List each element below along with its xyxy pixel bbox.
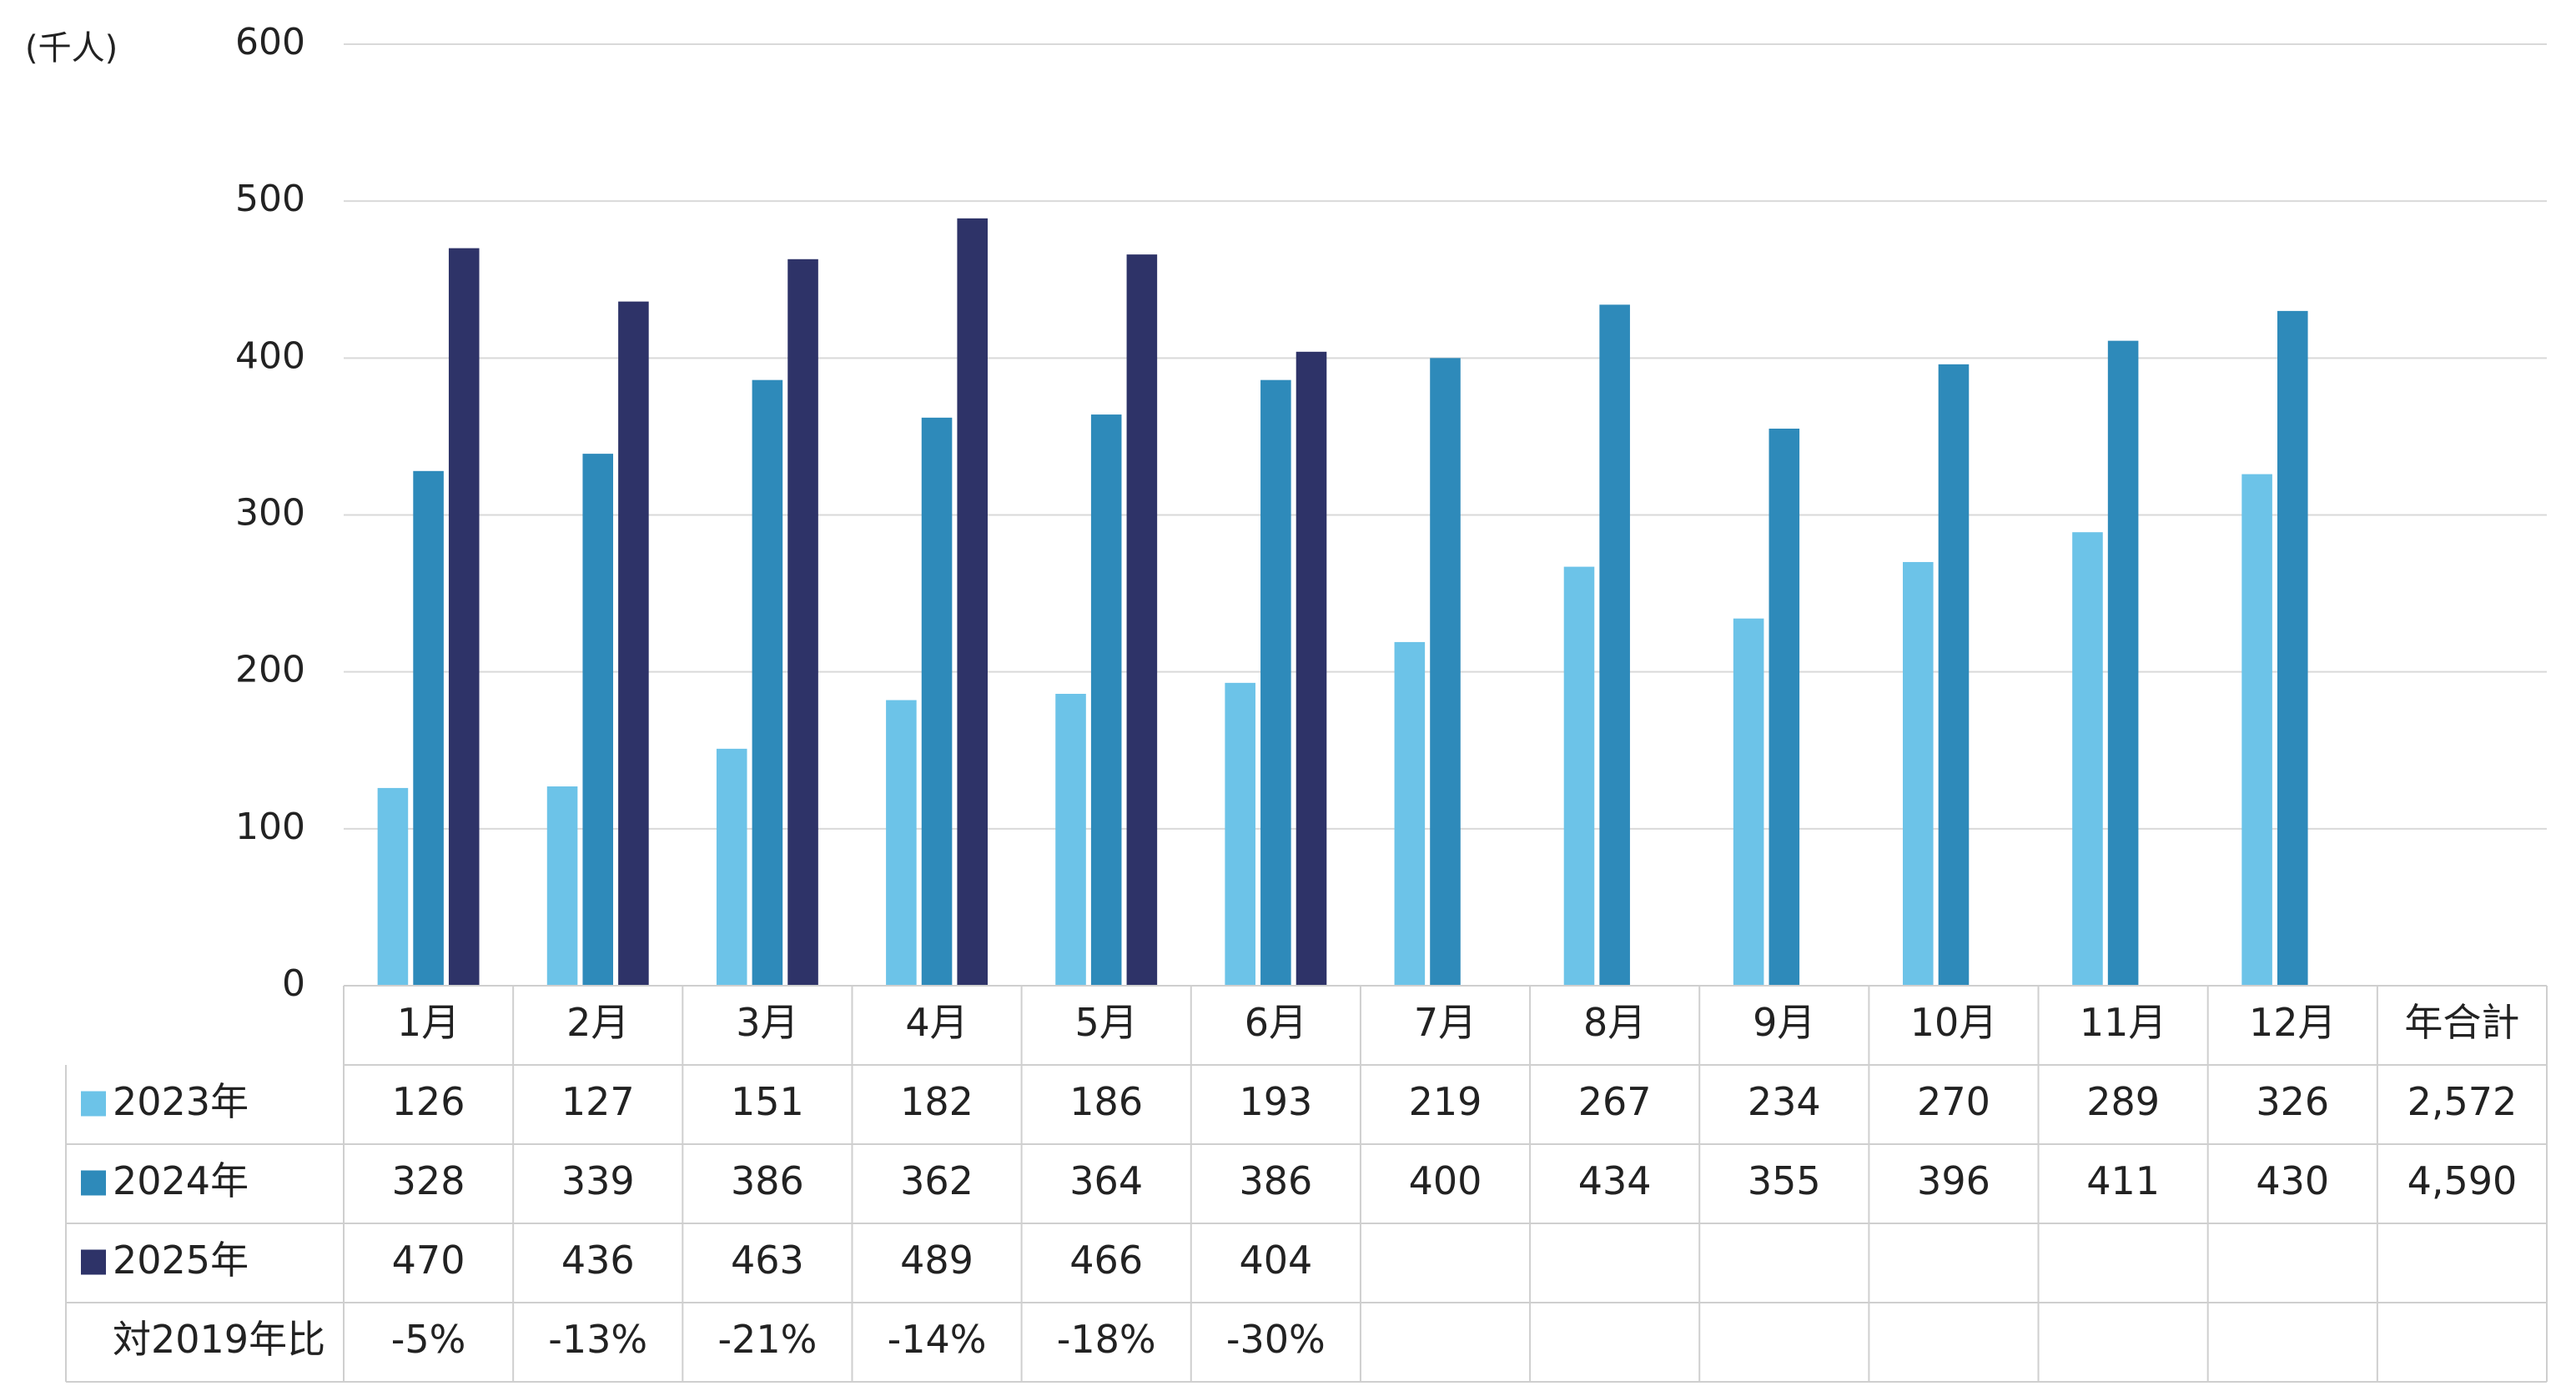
table-value: 328 bbox=[392, 1158, 465, 1203]
bar bbox=[1938, 364, 1970, 986]
table-value: 489 bbox=[900, 1238, 974, 1283]
ratio-value: -30% bbox=[1226, 1317, 1326, 1362]
ratio-value: -14% bbox=[888, 1317, 987, 1362]
legend-swatch bbox=[81, 1091, 106, 1117]
bar bbox=[2107, 340, 2139, 986]
table-value: 362 bbox=[900, 1158, 974, 1203]
y-tick-label: 300 bbox=[235, 492, 305, 535]
table-value: 430 bbox=[2256, 1158, 2329, 1203]
table-value: 267 bbox=[1578, 1079, 1652, 1124]
bar bbox=[618, 301, 649, 986]
table-value: 126 bbox=[392, 1079, 465, 1124]
bar bbox=[716, 748, 747, 986]
bar bbox=[1260, 379, 1291, 987]
y-tick-label: 200 bbox=[235, 649, 305, 691]
y-tick-label: 500 bbox=[235, 178, 305, 220]
ratio-value: -5% bbox=[391, 1317, 466, 1362]
table-value: 127 bbox=[561, 1079, 635, 1124]
legend-label: 2024年 bbox=[113, 1158, 249, 1203]
bar bbox=[546, 786, 578, 986]
bar bbox=[2277, 310, 2308, 987]
y-axis-label: (千人) bbox=[25, 29, 118, 68]
ratio-value: -18% bbox=[1057, 1317, 1156, 1362]
bar bbox=[1126, 254, 1158, 987]
table-value: 289 bbox=[2086, 1079, 2160, 1124]
table-value: 193 bbox=[1239, 1079, 1312, 1124]
table-value: 186 bbox=[1069, 1079, 1143, 1124]
table-value: 326 bbox=[2256, 1079, 2329, 1124]
x-tick-label: 4月 bbox=[905, 1000, 968, 1045]
ratio-value: -13% bbox=[548, 1317, 647, 1362]
table-value: 470 bbox=[392, 1238, 465, 1283]
ratio-value: -21% bbox=[717, 1317, 817, 1362]
x-tick-label: 12月 bbox=[2249, 1000, 2337, 1045]
table-value: 219 bbox=[1409, 1079, 1482, 1124]
table-value: 396 bbox=[1917, 1158, 1990, 1203]
table-value: 463 bbox=[731, 1238, 804, 1283]
x-tick-label: 10月 bbox=[1910, 1000, 1998, 1045]
table-value: 270 bbox=[1917, 1079, 1990, 1124]
bar bbox=[448, 248, 480, 986]
legend-label: 2025年 bbox=[113, 1238, 249, 1283]
bar bbox=[2241, 474, 2272, 986]
x-tick-label: 8月 bbox=[1583, 1000, 1646, 1045]
y-tick-label: 100 bbox=[235, 806, 305, 848]
table-value: 466 bbox=[1069, 1238, 1143, 1283]
table-value: 436 bbox=[561, 1238, 635, 1283]
y-tick-label: 600 bbox=[235, 21, 305, 63]
table-value: 182 bbox=[900, 1079, 974, 1124]
bar bbox=[1296, 351, 1327, 987]
table-value: 434 bbox=[1578, 1158, 1652, 1203]
table-value: 339 bbox=[561, 1158, 635, 1203]
bar bbox=[1599, 304, 1630, 986]
bar bbox=[1903, 561, 1934, 986]
total-header: 年合計 bbox=[2404, 1000, 2519, 1045]
bar bbox=[1768, 429, 1800, 986]
table-value: 400 bbox=[1409, 1158, 1482, 1203]
bar bbox=[582, 454, 614, 986]
x-tick-label: 3月 bbox=[736, 1000, 798, 1045]
bar bbox=[413, 470, 444, 986]
table-value: 386 bbox=[1239, 1158, 1312, 1203]
x-tick-label: 11月 bbox=[2080, 1000, 2167, 1045]
legend-swatch bbox=[81, 1249, 106, 1275]
bar bbox=[1394, 641, 1426, 986]
table-value: 411 bbox=[2086, 1158, 2160, 1203]
bar bbox=[1733, 618, 1764, 986]
table-value: 364 bbox=[1069, 1158, 1143, 1203]
table-total: 2,572 bbox=[2407, 1079, 2518, 1124]
bar bbox=[1563, 566, 1595, 986]
bar bbox=[2072, 532, 2103, 986]
x-tick-label: 6月 bbox=[1245, 1000, 1307, 1045]
table-value: 404 bbox=[1239, 1238, 1312, 1283]
table-value: 386 bbox=[731, 1158, 804, 1203]
bar bbox=[957, 218, 988, 986]
x-tick-label: 2月 bbox=[566, 1000, 629, 1045]
x-tick-label: 1月 bbox=[397, 1000, 460, 1045]
table-value: 234 bbox=[1748, 1079, 1821, 1124]
bar bbox=[1055, 694, 1086, 986]
x-tick-label: 5月 bbox=[1075, 1000, 1138, 1045]
legend-swatch bbox=[81, 1170, 106, 1196]
y-tick-label: 0 bbox=[282, 962, 305, 1005]
ratio-label: 対2019年比 bbox=[113, 1317, 325, 1362]
bar bbox=[921, 417, 953, 986]
bar bbox=[1090, 414, 1122, 986]
bar bbox=[1225, 682, 1255, 986]
table-value: 151 bbox=[731, 1079, 804, 1124]
bar bbox=[377, 787, 409, 986]
bar bbox=[787, 259, 818, 986]
y-tick-label: 400 bbox=[235, 334, 305, 377]
bar bbox=[1430, 358, 1461, 986]
legend-label: 2023年 bbox=[113, 1079, 249, 1124]
x-tick-label: 9月 bbox=[1753, 1000, 1815, 1045]
bar bbox=[886, 700, 917, 986]
x-tick-label: 7月 bbox=[1414, 1000, 1477, 1045]
table-value: 355 bbox=[1748, 1158, 1821, 1203]
bar bbox=[752, 379, 783, 987]
table-total: 4,590 bbox=[2407, 1158, 2518, 1203]
